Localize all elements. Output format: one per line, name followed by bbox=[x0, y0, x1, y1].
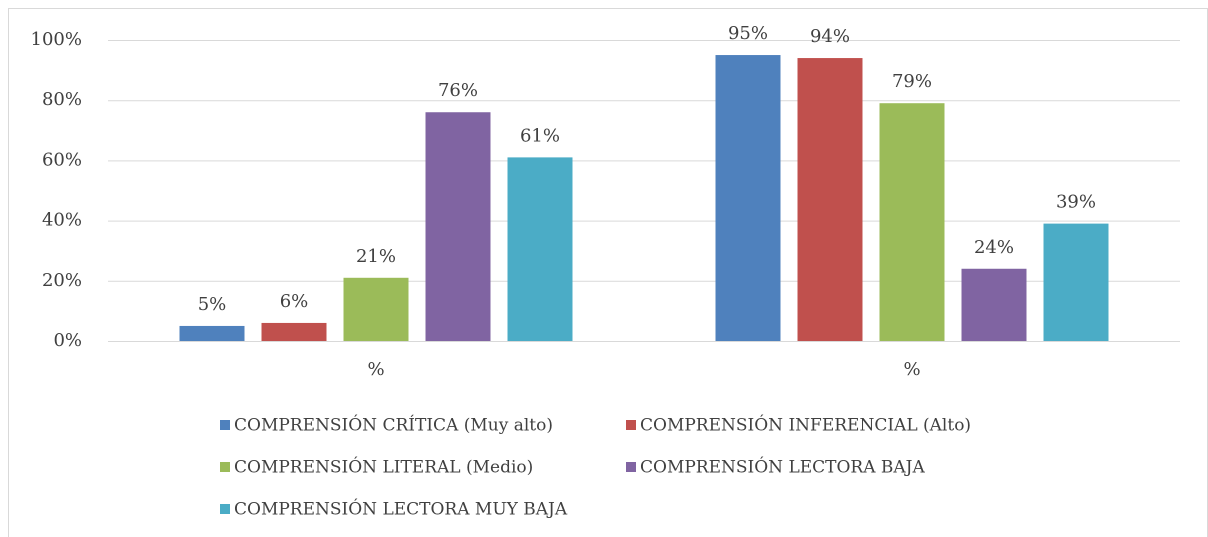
y-tick-label: 20% bbox=[42, 270, 82, 291]
value-label: 21% bbox=[356, 246, 396, 267]
legend-swatch bbox=[220, 420, 230, 430]
bar bbox=[715, 55, 781, 342]
value-label: 24% bbox=[974, 237, 1014, 258]
value-label: 95% bbox=[728, 23, 768, 44]
chart-frame bbox=[8, 8, 1208, 537]
legend-label: COMPRENSIÓN INFERENCIAL (Alto) bbox=[640, 415, 971, 436]
bar bbox=[1043, 223, 1109, 341]
bar bbox=[179, 325, 245, 341]
bar bbox=[961, 268, 1027, 341]
bar bbox=[261, 322, 327, 341]
bar bbox=[343, 277, 409, 341]
y-tick-label: 40% bbox=[42, 210, 82, 231]
value-label: 61% bbox=[520, 125, 560, 146]
legend-swatch bbox=[626, 420, 636, 430]
value-label: 76% bbox=[438, 80, 478, 101]
legend-label: COMPRENSIÓN LITERAL (Medio) bbox=[234, 457, 533, 478]
x-tick-label: % bbox=[367, 359, 384, 380]
bar bbox=[425, 112, 491, 342]
legend-swatch bbox=[220, 462, 230, 472]
y-tick-label: 80% bbox=[42, 89, 82, 110]
legend-swatch bbox=[220, 504, 230, 514]
value-label: 6% bbox=[280, 291, 309, 312]
value-label: 79% bbox=[892, 71, 932, 92]
y-tick-label: 0% bbox=[53, 330, 82, 351]
legend-label: COMPRENSIÓN CRÍTICA (Muy alto) bbox=[234, 415, 553, 436]
x-tick-label: % bbox=[903, 359, 920, 380]
legend-label: COMPRENSIÓN LECTORA BAJA bbox=[640, 457, 925, 478]
bar bbox=[879, 103, 945, 342]
y-tick-label: 60% bbox=[42, 149, 82, 170]
bar bbox=[507, 157, 573, 341]
value-label: 39% bbox=[1056, 192, 1096, 213]
value-label: 5% bbox=[198, 294, 227, 315]
value-label: 94% bbox=[810, 26, 850, 47]
bar bbox=[797, 58, 863, 342]
y-tick-label: 100% bbox=[31, 29, 82, 50]
legend-swatch bbox=[626, 462, 636, 472]
legend-label: COMPRENSIÓN LECTORA MUY BAJA bbox=[234, 499, 568, 520]
legend: COMPRENSIÓN CRÍTICA (Muy alto) COMPRENSIÓ… bbox=[220, 415, 971, 520]
